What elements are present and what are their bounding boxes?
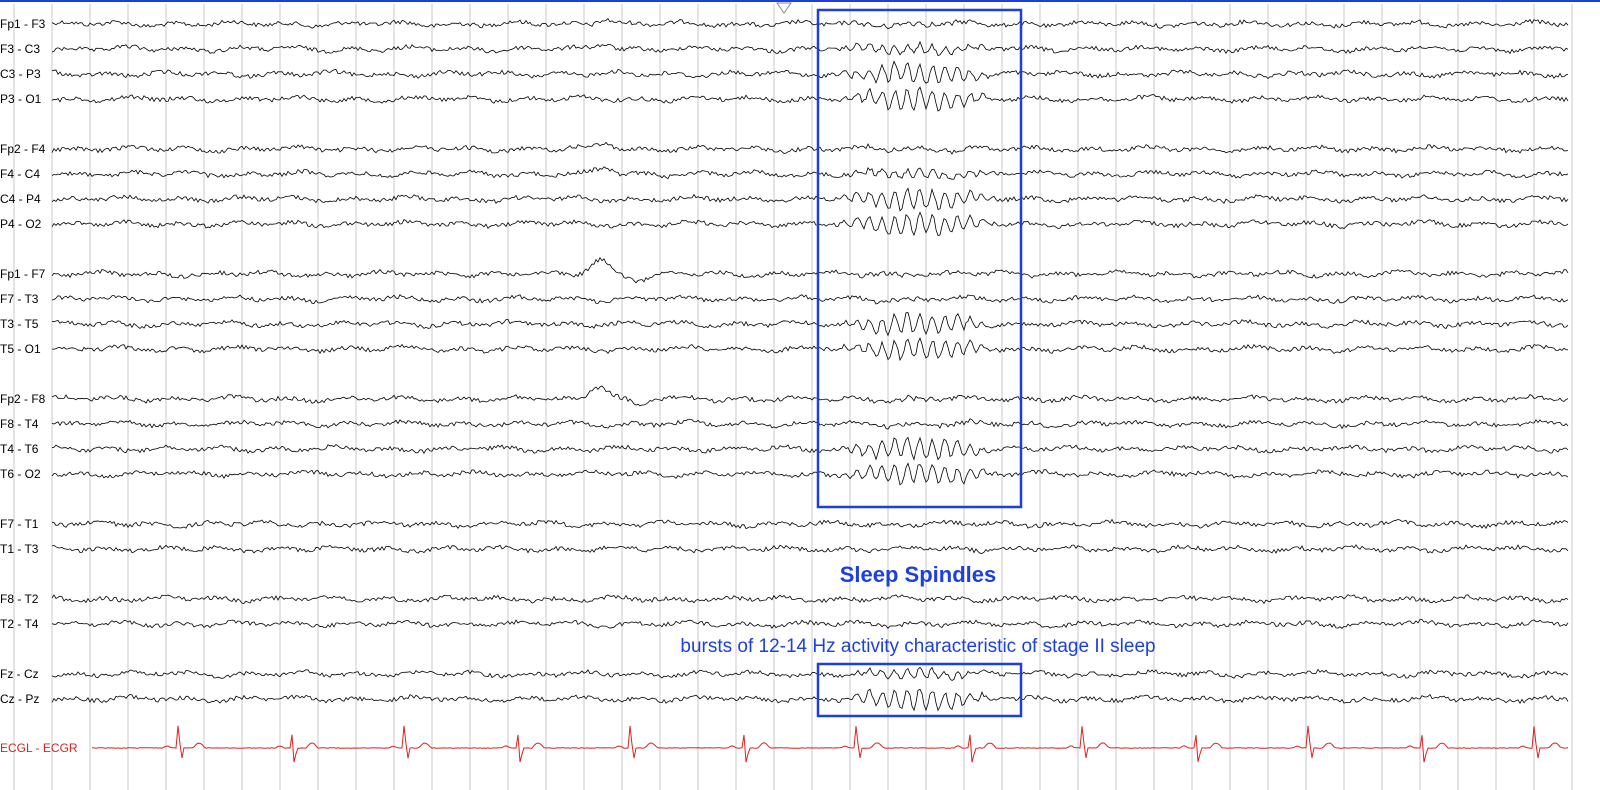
eeg-trace — [51, 418, 1569, 430]
channel-labels: Fp1 - F3 F3 - C3 C3 - P3 P3 - O1 Fp2 - F4 F4 … — [0, 17, 78, 755]
eeg-trace — [51, 166, 1569, 180]
annotation-text: bursts of 12-14 Hz activity characterist… — [680, 636, 1155, 657]
spindle-annotation: Sleep Spindles bursts of 12-14 Hz activi… — [680, 8, 1156, 718]
channel-label: F4 - C4 — [0, 167, 40, 181]
top-blue-bar — [0, 0, 1600, 2]
eeg-trace — [51, 619, 1569, 630]
channel-label: ECGL - ECGR — [0, 741, 78, 755]
eeg-trace — [51, 60, 1569, 85]
eeg-trace — [51, 688, 1569, 712]
channel-label: T1 - T3 — [0, 542, 39, 556]
eeg-trace — [51, 211, 1569, 237]
eeg-trace — [51, 666, 1569, 681]
channel-label: F7 - T3 — [0, 292, 39, 306]
spindle-box-midline — [816, 662, 1023, 718]
channel-label: F8 - T4 — [0, 417, 39, 431]
channel-label: Cz - Pz — [0, 692, 39, 706]
channel-label: T4 - T6 — [0, 442, 39, 456]
eeg-trace — [51, 187, 1569, 212]
eeg-trace — [51, 544, 1569, 554]
annotation-title: Sleep Spindles — [840, 562, 997, 587]
channel-label: T6 - O2 — [0, 467, 41, 481]
channel-label: F7 - T1 — [0, 517, 39, 531]
channel-label: T5 - O1 — [0, 342, 41, 356]
channel-label: Fp2 - F4 — [0, 142, 46, 156]
channel-label: F8 - T2 — [0, 592, 39, 606]
channel-label: C3 - P3 — [0, 67, 41, 81]
channel-label: Fp2 - F8 — [0, 392, 46, 406]
eeg-trace — [51, 141, 1569, 155]
eeg-trace — [92, 725, 1569, 763]
eeg-trace — [51, 40, 1569, 57]
channel-label: P3 - O1 — [0, 92, 42, 106]
eeg-trace — [51, 462, 1569, 486]
eeg-trace — [51, 294, 1569, 305]
eeg-trace — [51, 86, 1569, 112]
eeg-trace — [51, 312, 1569, 337]
eeg-trace — [51, 17, 1569, 30]
spindle-box-main — [816, 8, 1023, 509]
eeg-trace — [51, 436, 1569, 461]
eeg-trace — [51, 518, 1569, 530]
eeg-traces — [51, 17, 1569, 763]
channel-label: T2 - T4 — [0, 617, 39, 631]
channel-label: P4 - O2 — [0, 217, 42, 231]
channel-label: Fp1 - F7 — [0, 267, 46, 281]
cursor-marker-icon[interactable] — [776, 2, 792, 14]
channel-label: F3 - C3 — [0, 42, 40, 56]
eeg-trace — [51, 337, 1569, 362]
eeg-trace — [51, 256, 1569, 284]
eeg-trace — [51, 385, 1569, 407]
channel-label: C4 - P4 — [0, 192, 41, 206]
channel-label: T3 - T5 — [0, 317, 39, 331]
channel-label: Fz - Cz — [0, 667, 39, 681]
top-bar — [0, 0, 1600, 14]
channel-label: Fp1 - F3 — [0, 17, 46, 31]
eeg-trace — [51, 594, 1569, 605]
